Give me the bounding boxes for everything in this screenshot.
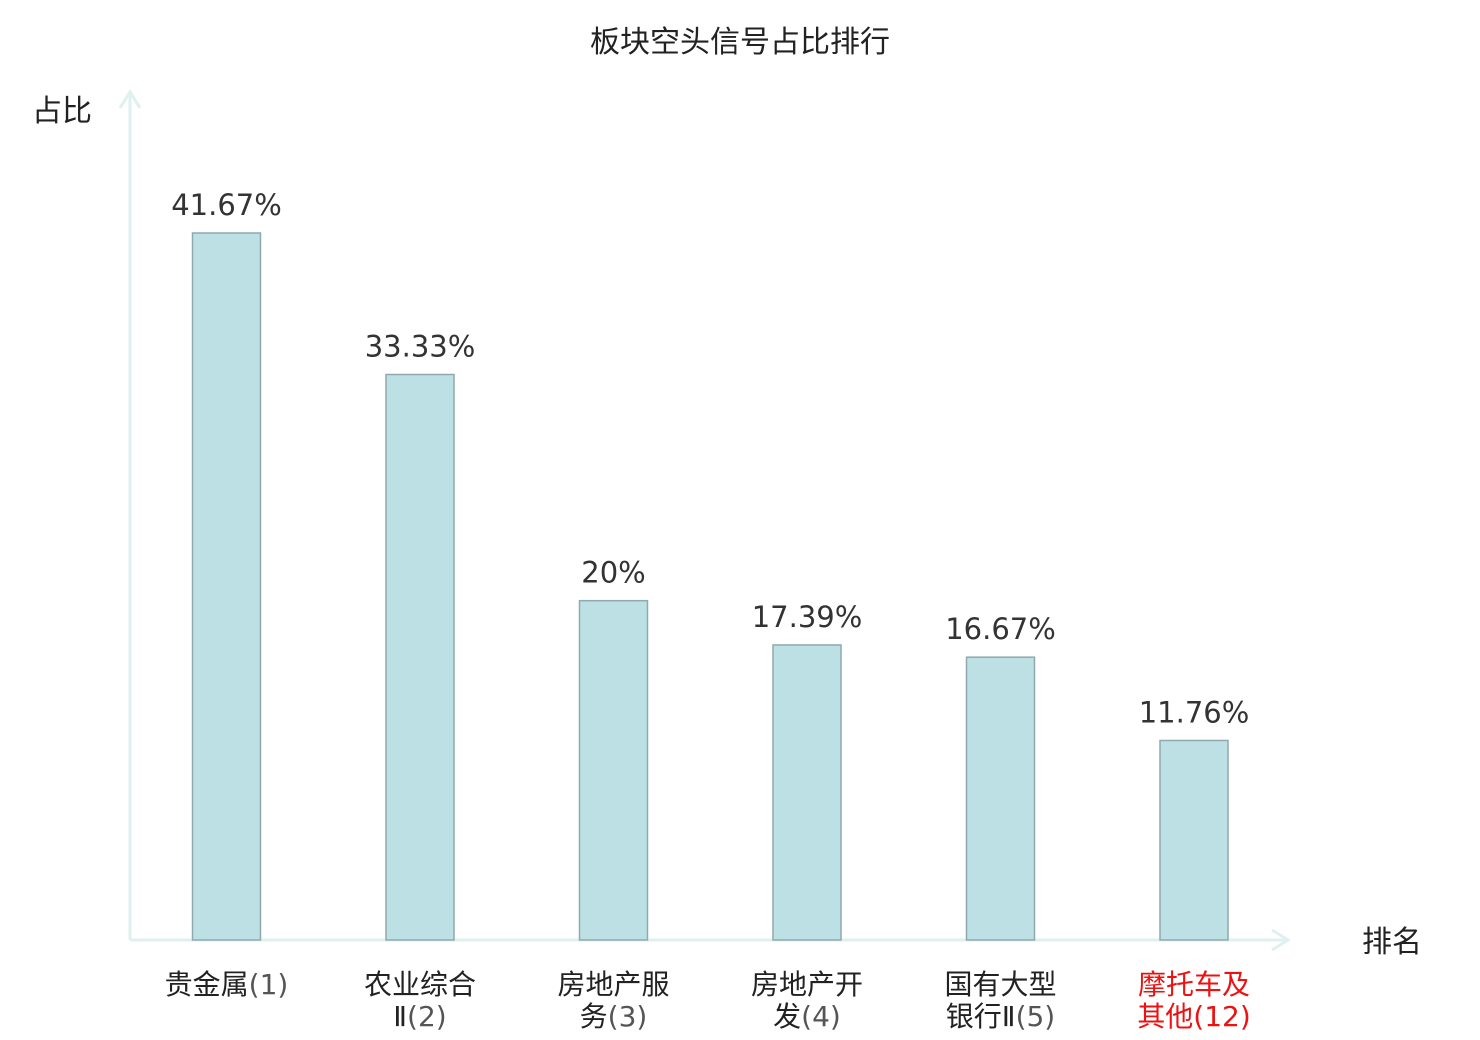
category-label-4: 房地产开发(4) [751, 968, 863, 1033]
category-label-line: 房地产开 [751, 968, 863, 1001]
y-axis-label: 占比 [32, 94, 92, 129]
bar-2[interactable] [385, 373, 455, 941]
category-rank: (3) [608, 1000, 648, 1033]
category-label-6: 摩托车及其他(12) [1137, 968, 1251, 1033]
category-label-line: Ⅱ(2) [393, 1000, 446, 1033]
category-label-line: 农业综合 [364, 968, 476, 1001]
category-rank: (2) [407, 1000, 447, 1033]
value-label-3: 20% [581, 556, 645, 590]
category-label-2: 农业综合 Ⅱ(2) [364, 968, 476, 1033]
x-axis-arrow-icon [1271, 928, 1291, 952]
category-rank: (4) [801, 1000, 841, 1033]
value-label-5: 16.67% [945, 612, 1056, 646]
x-axis-label: 排名 [1362, 925, 1422, 960]
value-label-4: 17.39% [752, 600, 863, 634]
axes [118, 89, 1291, 952]
category-label-line: 务(3) [580, 1000, 648, 1033]
bars-group [191, 232, 1229, 941]
category-label-line: 贵金属(1) [165, 968, 289, 1001]
bar-4[interactable] [772, 644, 842, 941]
category-rank: (5) [1016, 1000, 1056, 1033]
bar-6[interactable] [1159, 739, 1229, 941]
value-labels-group: 41.67% 33.33% 20% 17.39% 16.67% 11.76% [171, 188, 1249, 729]
category-label-line: 发(4) [773, 1000, 841, 1033]
value-label-6: 11.76% [1139, 695, 1250, 729]
category-label-3: 房地产服务(3) [557, 968, 669, 1033]
category-label-line: 摩托车及 [1138, 968, 1250, 1001]
category-label-1: 贵金属(1) [165, 968, 289, 1001]
chart-title: 板块空头信号占比排行 [590, 25, 890, 60]
category-label-line: 其他(12) [1137, 1000, 1251, 1033]
category-label-line: 房地产服 [557, 968, 669, 1001]
bar-5[interactable] [965, 656, 1036, 941]
value-label-2: 33.33% [365, 330, 476, 364]
category-rank: (12) [1193, 1000, 1250, 1033]
bar-3[interactable] [578, 599, 649, 941]
y-axis-arrow-icon [118, 89, 142, 109]
category-rank: (1) [249, 968, 289, 1001]
category-label-line: 国有大型 [944, 968, 1056, 1001]
category-label-5: 国有大型银行Ⅱ(5) [944, 968, 1056, 1033]
bar-1[interactable] [191, 232, 262, 941]
category-label-line: 银行Ⅱ(5) [946, 1000, 1055, 1033]
category-labels-group: 贵金属(1) 农业综合 Ⅱ(2) 房地产服务(3) 房地产开发(4) 国有大型银行Ⅱ(5)… [165, 968, 1251, 1033]
value-label-1: 41.67% [171, 188, 282, 222]
